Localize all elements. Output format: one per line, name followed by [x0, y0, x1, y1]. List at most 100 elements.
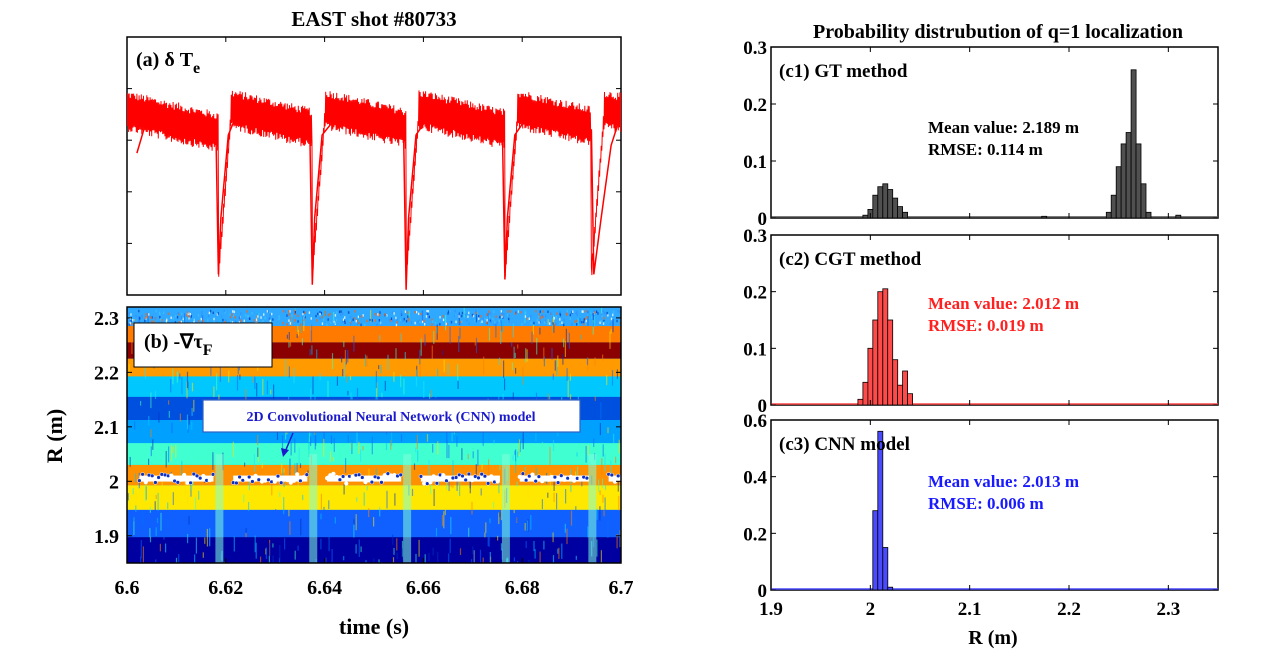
heatmap-streak [613, 433, 615, 444]
te-oscillation-line [127, 90, 621, 279]
heatmap-speckle [538, 315, 540, 319]
cnn-point-white [143, 480, 148, 485]
heatmap-streak [300, 518, 302, 536]
heatmap-speckle [417, 320, 419, 324]
heatmap-streak [157, 492, 159, 511]
heatmap-speckle [320, 311, 322, 315]
heatmap-speckle [373, 319, 375, 322]
heatmap-streak [601, 458, 603, 475]
heatmap-streak [488, 522, 490, 531]
heatmap-speckle [530, 315, 532, 318]
heatmap-streak [268, 555, 270, 563]
heatmap-speckle [344, 316, 346, 319]
heatmap-streak [565, 489, 567, 504]
heatmap-streak [216, 373, 218, 391]
heatmap-speckle [427, 310, 429, 313]
heatmap-speckle [336, 311, 338, 314]
heatmap-speckle [553, 317, 555, 320]
heatmap-streak [488, 459, 490, 477]
heatmap-speckle [556, 312, 558, 315]
histogram-bar [872, 194, 879, 219]
heatmap-speckle [464, 311, 466, 314]
heatmap-speckle [303, 317, 305, 320]
cnn-annotation-arrowhead [281, 448, 289, 457]
heatmap-streak [239, 374, 241, 380]
heatmap-streak [592, 319, 594, 335]
heatmap-speckle [496, 321, 498, 324]
heatmap-streak [530, 515, 532, 530]
heatmap-streak [149, 528, 151, 538]
heatmap-speckle [544, 319, 547, 322]
heatmap-speckle [418, 312, 420, 316]
heatmap-streak [471, 559, 473, 563]
heatmap-streak [512, 323, 514, 338]
heatmap-streak [528, 559, 530, 563]
heatmap-streak [416, 434, 418, 450]
heatmap-speckle [407, 317, 409, 321]
heatmap-speckle [392, 319, 394, 322]
heatmap-speckle [297, 320, 299, 323]
heatmap-streak [593, 446, 596, 451]
heatmap-streak [594, 396, 596, 401]
heatmap-speckle [145, 316, 147, 320]
heatmap-streak [539, 551, 541, 563]
heatmap-speckle [468, 322, 470, 325]
heatmap-speckle [232, 314, 235, 317]
heatmap-streak [172, 446, 174, 453]
heatmap-streak [350, 392, 352, 405]
heatmap-streak [472, 451, 474, 459]
cnn-point-marker [610, 473, 614, 477]
cnn-point-segment [420, 475, 500, 482]
cnn-point-marker [373, 475, 377, 479]
heatmap-streak [396, 552, 398, 559]
panel-a-frame [126, 36, 622, 296]
heatmap-crash-column [588, 454, 597, 563]
heatmap-speckle [555, 322, 557, 326]
heatmap-speckle [150, 316, 152, 319]
heatmap-streak [514, 450, 516, 455]
heatmap-speckle [535, 309, 537, 313]
heatmap-streak [500, 543, 503, 551]
cnn-point-marker [137, 479, 141, 483]
heatmap-streak [375, 370, 377, 389]
histogram-rmse: RMSE: 0.114 m [928, 140, 1043, 159]
heatmap-streak [358, 313, 360, 327]
heatmap-speckle [321, 315, 323, 319]
heatmap-speckle [445, 322, 447, 326]
heatmap-streak [393, 371, 395, 382]
heatmap-speckle [503, 313, 505, 316]
heatmap-speckle [246, 310, 248, 313]
cnn-point-marker [607, 472, 611, 476]
heatmap-speckle [271, 312, 273, 316]
heatmap-streak [433, 331, 435, 344]
heatmap-streak [485, 522, 487, 533]
heatmap-speckle [176, 316, 179, 319]
heatmap-streak [458, 335, 460, 353]
heatmap-streak [566, 368, 568, 382]
heatmap-speckle [163, 311, 165, 314]
heatmap-streak [179, 373, 181, 380]
heatmap-streak [501, 316, 503, 333]
heatmap-streak [579, 318, 581, 324]
panel-a-label: (a) δ Te [136, 49, 200, 77]
heatmap-streak [391, 429, 393, 446]
heatmap-streak [308, 428, 311, 442]
heatmap-streak [499, 458, 501, 471]
heatmap-band [127, 443, 621, 465]
heatmap-speckle [304, 311, 306, 314]
heatmap-speckle [459, 320, 461, 324]
heatmap-streak [524, 523, 526, 531]
heatmap-speckle [416, 310, 418, 314]
heatmap-streak [272, 555, 274, 563]
heatmap-streak [587, 526, 589, 538]
cnn-point-white [207, 478, 212, 483]
heatmap-speckle [585, 319, 587, 323]
heatmap-streak [428, 553, 430, 562]
heatmap-streak [500, 330, 502, 344]
heatmap-speckle [258, 313, 260, 316]
heatmap-speckle [563, 323, 565, 327]
heatmap-speckle [145, 313, 147, 316]
heatmap-speckle [581, 320, 583, 324]
cnn-point-white [272, 479, 277, 484]
cnn-point-white [282, 477, 287, 482]
